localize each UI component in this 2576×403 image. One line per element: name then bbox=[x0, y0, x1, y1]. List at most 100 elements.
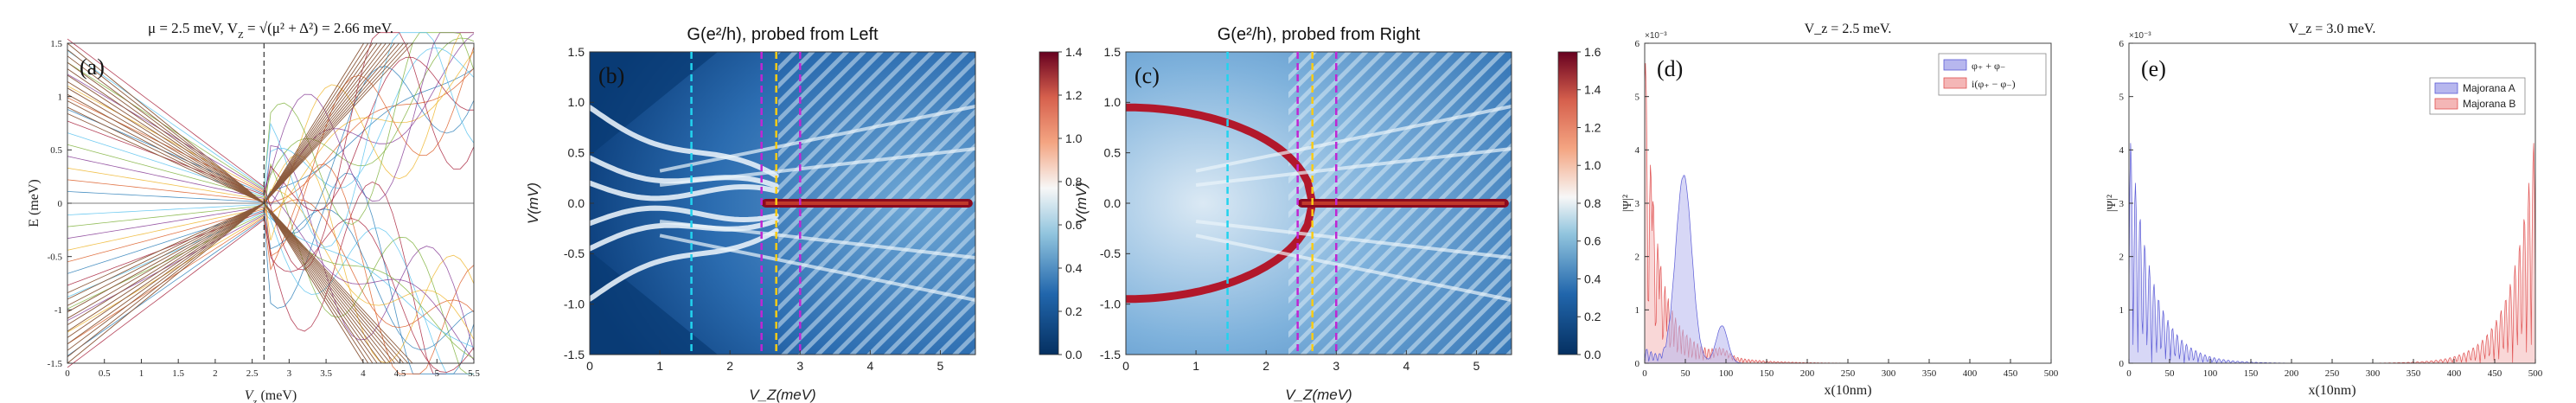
colorbar-c bbox=[1557, 51, 1578, 355]
x-tick-label: 5 bbox=[937, 359, 944, 373]
y-tick-label: 0 bbox=[1635, 359, 1640, 369]
x-tick-label: 300 bbox=[1882, 368, 1896, 379]
spectrum-line bbox=[67, 212, 474, 374]
panel-e-label: (e) bbox=[2141, 56, 2166, 81]
y-tick-label: 1 bbox=[1635, 305, 1640, 316]
y-tick-label: 0 bbox=[58, 199, 63, 209]
x-tick-label: 450 bbox=[2488, 368, 2502, 379]
y-tick-label: 1.5 bbox=[1104, 45, 1122, 59]
spectrum-line bbox=[67, 37, 475, 198]
y-tick-label: 5 bbox=[2119, 93, 2125, 103]
y-tick-label: -1.5 bbox=[48, 359, 63, 369]
y-tick-label: -1.0 bbox=[564, 297, 585, 311]
spectrum-line bbox=[67, 32, 475, 225]
spectrum-line bbox=[67, 208, 475, 350]
conductance-branch bbox=[659, 220, 975, 259]
x-tick-label: 300 bbox=[2366, 368, 2381, 379]
colorbar-tick-label: 0.6 bbox=[1065, 218, 1083, 232]
x-tick-label: 3.5 bbox=[320, 368, 332, 379]
panel-a-label: (a) bbox=[80, 54, 105, 80]
spectrum-line bbox=[67, 67, 475, 203]
y-tick-label: -0.5 bbox=[48, 253, 63, 263]
x-tick-label: 150 bbox=[1760, 368, 1774, 379]
spectrum-line bbox=[67, 163, 474, 374]
y-tick-label: -0.5 bbox=[1100, 246, 1121, 260]
y-tick-label: -1.5 bbox=[1100, 348, 1121, 361]
x-tick-label: 5.5 bbox=[468, 368, 480, 379]
y-tick-label: 6 bbox=[2119, 39, 2125, 49]
spectrum-line bbox=[67, 32, 474, 241]
y-tick-label: 0.0 bbox=[568, 196, 585, 210]
y-tick-label: 6 bbox=[1635, 39, 1640, 49]
x-tick-label: 1 bbox=[139, 368, 144, 379]
x-tick-label: 2 bbox=[213, 368, 218, 379]
panel-e-title: V_z = 3.0 meV. bbox=[2289, 22, 2376, 36]
panel-d-exponent: ×10⁻³ bbox=[1645, 31, 1667, 41]
conductance-branch bbox=[1195, 147, 1512, 187]
x-tick-label: 100 bbox=[1719, 368, 1734, 379]
y-tick-label: 1.0 bbox=[1104, 95, 1122, 109]
x-tick-label: 4 bbox=[1403, 359, 1409, 373]
x-tick-label: 4.5 bbox=[394, 368, 406, 379]
x-tick-label: 0 bbox=[2126, 368, 2132, 379]
colorbar-tick-label: 1.4 bbox=[1584, 83, 1601, 97]
conductance-branch bbox=[1195, 105, 1512, 173]
conductance-branch bbox=[1195, 220, 1512, 259]
y-tick-label: 0 bbox=[2119, 359, 2125, 369]
panel-a: 0 0.5 1 1.5 2 2.5 3 3.5 4 4.5 5 5.5 -1.5 -1 -0.5 0 0.5 1 1… bbox=[0, 0, 484, 403]
spectrum-line bbox=[67, 203, 475, 348]
x-tick-label: 3 bbox=[1333, 359, 1339, 373]
colorbar-tick-label: 0.2 bbox=[1584, 310, 1601, 323]
y-tick-label: 0.0 bbox=[1104, 196, 1122, 210]
panel-b: 0 1 2 3 4 5 -1.5 -1.0 -0.5 0.0 0.5 1.0 1.5 0.0 0.2 0.4… bbox=[519, 0, 1083, 403]
y-tick-label: 1 bbox=[2119, 305, 2125, 316]
panel-d-label: (d) bbox=[1657, 56, 1683, 81]
legend-d-item-2: i(φ₊ − φ₋) bbox=[1972, 78, 2016, 90]
conductance-branch bbox=[659, 233, 975, 302]
x-tick-label: 0 bbox=[1642, 368, 1647, 379]
y-tick-label: 5 bbox=[1635, 93, 1640, 103]
x-tick-label: 2.5 bbox=[246, 368, 259, 379]
conductance-band bbox=[590, 105, 779, 179]
y-tick-label: 0.5 bbox=[50, 145, 62, 156]
panel-c-label: (c) bbox=[1135, 63, 1160, 88]
y-tick-label: 2 bbox=[2119, 253, 2125, 263]
conductance-band bbox=[590, 180, 779, 202]
colorbar-tick-label: 0.8 bbox=[1584, 196, 1601, 210]
legend-e-item-2: Majorana B bbox=[2463, 98, 2515, 110]
spectrum-line bbox=[67, 67, 475, 203]
panel-a-title: μ = 2.5 meV, VZ = √(μ² + Δ²) = 2.66 meV. bbox=[148, 20, 393, 41]
y-tick-label: -1.0 bbox=[1100, 297, 1121, 311]
colorbar-tick-label: 1.4 bbox=[1065, 45, 1083, 59]
conductance-band bbox=[1126, 199, 1317, 304]
x-tick-label: 4 bbox=[866, 359, 873, 373]
conductance-branch bbox=[659, 105, 975, 173]
x-tick-label: 400 bbox=[1963, 368, 1978, 379]
panel-c-xlabel: V_Z(meV) bbox=[1285, 387, 1352, 403]
panel-c-title: G(e²/h), probed from Right bbox=[1218, 25, 1421, 44]
colorbar-tick-label: 0.4 bbox=[1065, 261, 1083, 275]
legend-e: Majorana A Majorana B bbox=[2429, 77, 2526, 115]
panel-e-ylabel: |Ψ|² bbox=[2106, 195, 2119, 212]
colorbar-tick-label: 1.0 bbox=[1584, 158, 1601, 172]
spectrum-line bbox=[67, 163, 475, 374]
y-tick-label: 1 bbox=[58, 93, 63, 103]
x-tick-label: 2 bbox=[1262, 359, 1269, 373]
y-tick-label: -1.5 bbox=[564, 348, 585, 361]
y-tick-label: 4 bbox=[1635, 145, 1640, 156]
y-tick-label: 4 bbox=[2119, 145, 2125, 156]
x-tick-label: 3 bbox=[796, 359, 803, 373]
conductance-branch bbox=[659, 147, 975, 187]
x-tick-label: 200 bbox=[2285, 368, 2299, 379]
colorbar-tick-label: 0.6 bbox=[1584, 234, 1601, 248]
y-tick-label: -0.5 bbox=[564, 246, 585, 260]
wavefunction-e-chart: 0 50 100 150 200 250 300 350 400 450 500 0 1 2 3 4 5 6 ×1… bbox=[2106, 22, 2543, 398]
x-tick-label: 5 bbox=[1473, 359, 1480, 373]
x-tick-label: 2 bbox=[726, 359, 733, 373]
spectrum-chart: 0 0.5 1 1.5 2 2.5 3 3.5 4 4.5 5 5.5 -1.5 -1 -0.5 0 0.5 1 1… bbox=[27, 20, 480, 403]
y-tick-label: -1 bbox=[54, 305, 62, 316]
y-tick-label: 1.0 bbox=[568, 95, 585, 109]
conductance-left-chart: 0 1 2 3 4 5 -1.5 -1.0 -0.5 0.0 0.5 1.0 1.5 0.0 0.2 0.4… bbox=[525, 25, 1083, 403]
legend-e-swatch-2 bbox=[2434, 98, 2458, 110]
panel-b-xlabel: V_Z(meV) bbox=[749, 387, 815, 403]
